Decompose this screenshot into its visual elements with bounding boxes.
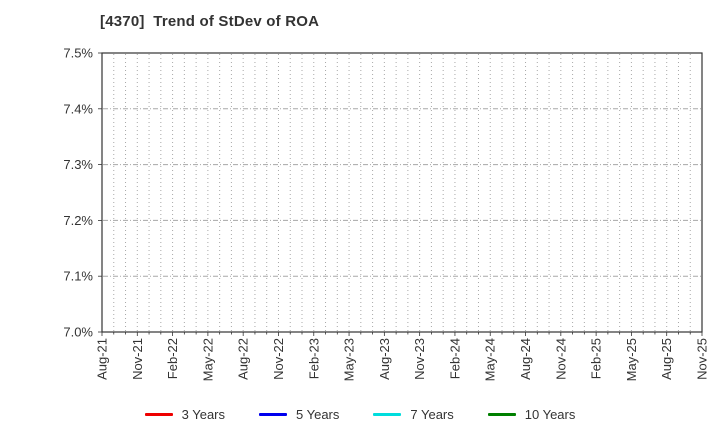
x-tick-label: Aug-23 — [377, 338, 392, 380]
legend-line-3-years — [144, 412, 173, 416]
legend-item: 7 Years — [373, 406, 454, 422]
x-tick-label: Nov-24 — [553, 338, 568, 380]
y-tick-label: 7.4% — [63, 101, 93, 116]
legend-line-7-years — [373, 412, 402, 416]
x-tick-label: May-22 — [200, 338, 215, 381]
legend-line-5-years — [259, 412, 287, 416]
legend-label: 10 Years — [524, 406, 576, 422]
legend: 3 Years 5 Years 7 Years 10 Years — [0, 402, 720, 426]
plot-svg: 7.0% 7.1% 7.2% 7.3% 7.4% 7.5% Aug-21 Nov-21 Feb-… — [63, 46, 710, 382]
legend-label: 7 Years — [410, 406, 454, 422]
x-tick-label: Nov-22 — [271, 338, 286, 380]
legend-item: 5 Years — [259, 408, 339, 421]
legend-label: 5 Years — [296, 406, 340, 422]
legend-line-10-years — [487, 412, 516, 416]
plot-border — [101, 52, 703, 333]
x-tick-label: Aug-22 — [236, 338, 251, 380]
x-tick-label: Nov-25 — [695, 338, 710, 380]
x-tick-label: Feb-25 — [589, 338, 604, 379]
x-tick-label: Feb-23 — [306, 338, 321, 379]
x-tick-label: Nov-21 — [130, 338, 145, 380]
legend-label: 3 Years — [181, 406, 225, 422]
x-tick-label: Aug-21 — [95, 338, 110, 380]
x-tick-label: Feb-22 — [165, 338, 180, 379]
x-tick-label: Feb-24 — [447, 338, 462, 379]
y-tick-label: 7.1% — [63, 269, 93, 284]
x-tick-label: May-24 — [483, 338, 498, 381]
chart-title: [4370] Trend of StDev of ROA — [100, 13, 320, 30]
x-tick-label: May-25 — [624, 338, 639, 381]
legend-item: 3 Years — [144, 406, 225, 422]
y-tick-label: 7.5% — [63, 46, 93, 61]
x-tick-label: Aug-24 — [518, 338, 533, 380]
legend-item: 10 Years — [487, 406, 576, 422]
y-tick-label: 7.3% — [63, 157, 93, 172]
x-tick-label: May-23 — [342, 338, 357, 381]
y-tick-label: 7.2% — [63, 213, 93, 228]
x-tick-label: Aug-25 — [659, 338, 674, 380]
y-tick-label: 7.0% — [63, 325, 93, 340]
x-tick-label: Nov-23 — [412, 338, 427, 380]
